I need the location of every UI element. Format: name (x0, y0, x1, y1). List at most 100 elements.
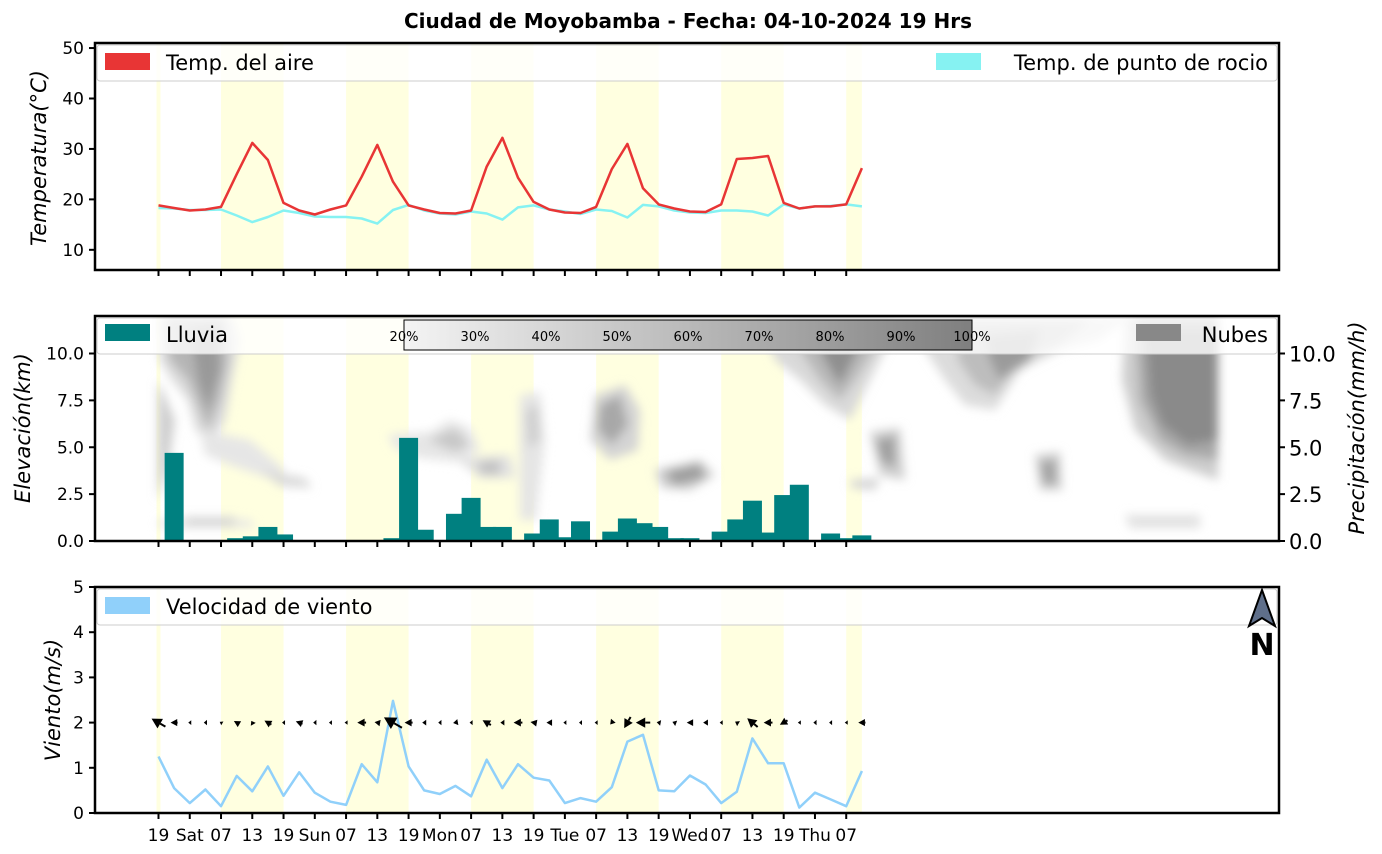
x-tick-label: 13 (492, 826, 514, 846)
x-tick-label: 13 (742, 826, 764, 846)
wind-arrow (233, 721, 242, 728)
rain-legend-label: Lluvia (166, 323, 228, 347)
day-band (156, 587, 161, 813)
wind-axis-label: Viento(m/s) (41, 639, 65, 761)
y-tick-label-right: 0.0 (1289, 530, 1322, 554)
rain-bar (758, 532, 778, 541)
wind-arrow (719, 720, 723, 725)
x-tick-label: 07 (460, 826, 482, 846)
colorbar-label: 60% (674, 330, 703, 345)
x-tick-label: 19 (273, 826, 295, 846)
wind-arrow (735, 721, 740, 727)
wind-arrow (500, 719, 505, 726)
wind-arrow (546, 719, 553, 726)
x-tick-label: 19 (148, 826, 170, 846)
x-tick-label: Tue (549, 826, 579, 846)
wind-panel: Velocidad de viento N 0 1 2 3 4 5 19 Sat 07 13 19… (41, 578, 1281, 846)
wind-arrow (530, 719, 538, 727)
rain-bar (742, 500, 762, 541)
wind-arrow (203, 719, 207, 726)
x-tick-label: 07 (835, 826, 857, 846)
wind-legend-label: Velocidad de viento (166, 595, 372, 619)
wind-arrow (703, 719, 708, 726)
x-tick-label: 13 (366, 826, 388, 846)
y-tick-label: 10 (62, 241, 84, 261)
clouds-legend-label: Nubes (1202, 323, 1268, 347)
colorbar-label: 100% (953, 330, 990, 345)
wind-arrow (282, 720, 286, 726)
y-tick-label: 4 (73, 623, 84, 643)
x-tick-label: 07 (585, 826, 607, 846)
rain-cloud-panel: Lluvia Nubes 20% 30% 40% 50% 60% 70% 80% 90% 100… (11, 314, 1369, 554)
rain-bar (524, 533, 544, 541)
rain-bar (789, 484, 809, 541)
rain-bar (258, 526, 278, 541)
wind-arrow (219, 721, 224, 726)
wind-arrow (624, 716, 633, 729)
y-tick-label: 10.0 (46, 345, 84, 365)
wind-arrow (374, 719, 381, 727)
air-temp-line (158, 136, 864, 216)
day-band (846, 43, 862, 270)
y-tick-label: 50 (62, 39, 84, 59)
y-tick-label: 2.5 (57, 485, 84, 505)
x-tick-label: 19 (773, 826, 795, 846)
x-tick-label: 19 (523, 826, 545, 846)
y-tick-label-right: 10.0 (1289, 343, 1336, 367)
x-tick-label: 19 (648, 826, 670, 846)
wind-speed-line (157, 699, 864, 809)
rain-bar (461, 497, 481, 541)
rain-bar (492, 526, 512, 541)
wind-arrow (672, 720, 678, 726)
rain-bar (445, 513, 465, 541)
wind-arrow (170, 719, 178, 727)
colorbar-label: 70% (745, 330, 774, 345)
y-tick-label: 2 (73, 714, 84, 734)
colorbar-label: 80% (816, 330, 845, 345)
y-tick-label: 20 (62, 190, 84, 210)
rain-legend-swatch (105, 324, 150, 341)
wind-arrow (250, 720, 256, 726)
rain-bar (383, 538, 403, 541)
rain-bar (821, 533, 841, 541)
temperature-panel: Temp. del aire Temp. de punto de rocio 1… (27, 39, 1281, 276)
x-tick-label: Wed (671, 826, 708, 846)
colorbar-label: 30% (461, 330, 490, 345)
y-tick-label: 1 (73, 759, 84, 779)
colorbar-label: 50% (603, 330, 632, 345)
wind-arrow (422, 719, 427, 726)
wind-arrow (344, 720, 348, 725)
rain-bar (164, 452, 184, 541)
rain-bar (555, 537, 575, 541)
rain-bar (664, 538, 684, 541)
day-band (156, 43, 161, 270)
rain-bar (227, 538, 247, 541)
x-tick-label: 07 (710, 826, 732, 846)
y-tick-label-right: 7.5 (1289, 389, 1322, 413)
y-tick-label: 5 (73, 578, 84, 598)
north-arrow-icon: N (1247, 587, 1277, 663)
y-tick-label-right: 5.0 (1289, 436, 1322, 460)
rain-bar (711, 531, 731, 541)
rain-bar (602, 531, 622, 541)
y-tick-label-right: 2.5 (1289, 483, 1322, 507)
rain-bar (852, 535, 872, 541)
wind-arrow (686, 719, 694, 726)
wind-direction-arrows (151, 716, 866, 729)
wind-arrow (469, 720, 473, 726)
y-tick-label: 3 (73, 668, 84, 688)
wind-arrow (813, 719, 817, 726)
wind-arrow (328, 720, 332, 725)
dew-point-line (158, 203, 863, 225)
air-temp-legend-label: Temp. del aire (165, 51, 314, 75)
temperature-legend: Temp. del aire Temp. de punto de rocio (96, 44, 1278, 82)
wind-arrow (151, 718, 166, 729)
svg-text:N: N (1249, 628, 1274, 663)
rain-bar (242, 536, 262, 541)
rain-bar (836, 538, 856, 541)
wind-arrow (763, 718, 773, 727)
elevation-axis-label: Elevación(km) (11, 353, 35, 503)
x-tick-label: Sat (176, 826, 204, 846)
wind-arrow (313, 719, 317, 726)
